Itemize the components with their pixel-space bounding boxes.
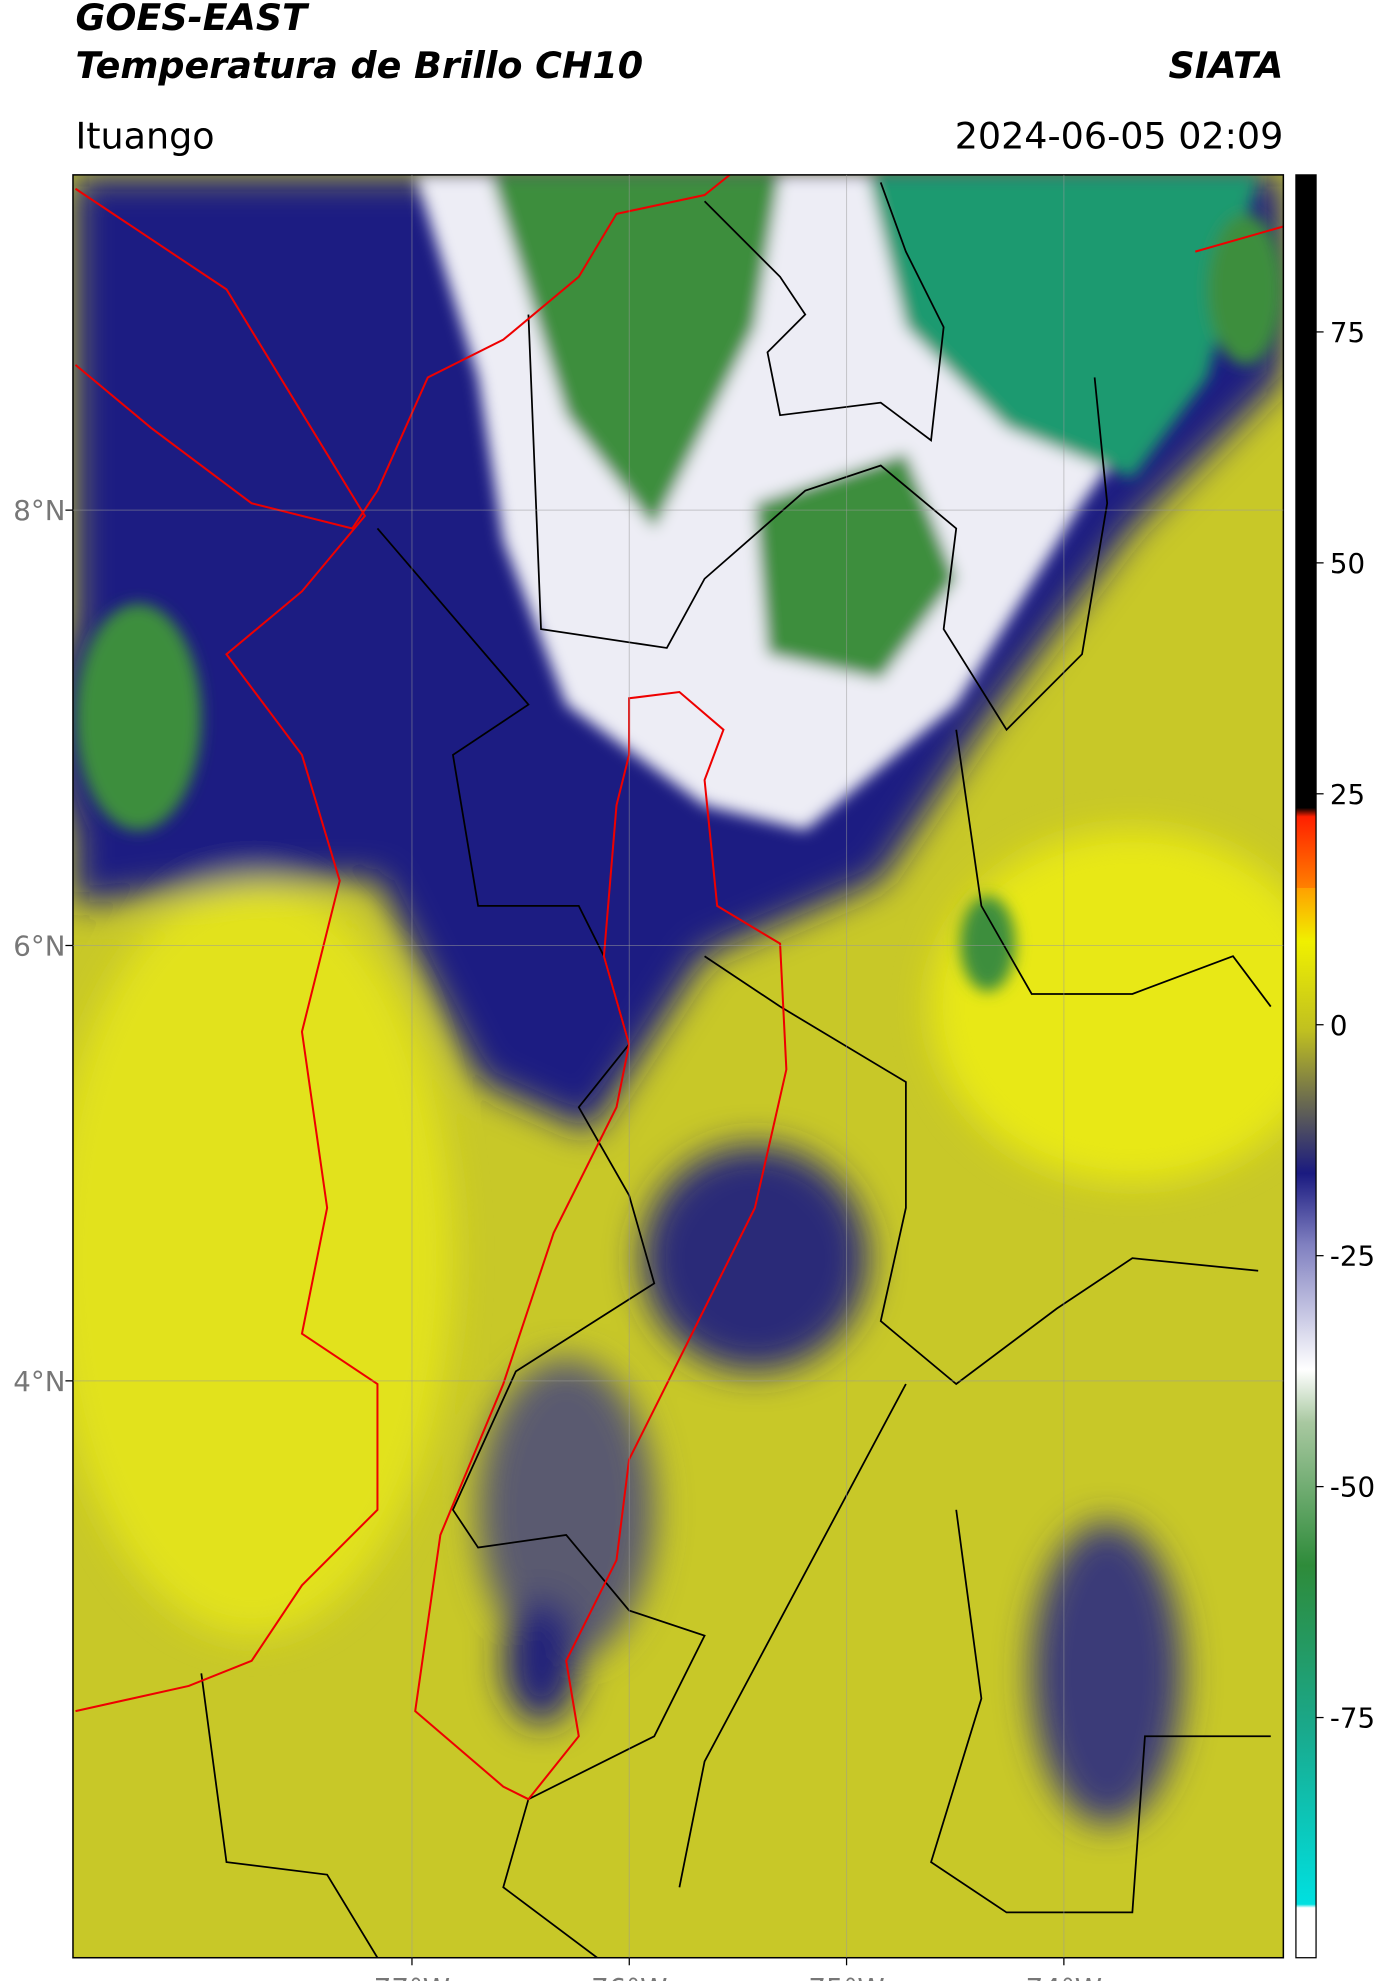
colorbar-tick-label: 0 bbox=[1330, 1009, 1348, 1042]
colorbar-tick-label: 50 bbox=[1330, 547, 1365, 580]
map-frame bbox=[72, 174, 1285, 1959]
satellite-image bbox=[72, 174, 1284, 1958]
colorbar-tick-label: -50 bbox=[1330, 1471, 1375, 1504]
datetime: 2024-06-05 02:09 bbox=[955, 114, 1284, 157]
colorbar bbox=[1295, 174, 1317, 1959]
location: Ituango bbox=[75, 114, 214, 157]
y-tick-label: 8°N bbox=[13, 494, 65, 527]
subtitle: Temperatura de Brillo CH10 bbox=[75, 44, 643, 87]
title: GOES-EAST bbox=[75, 0, 310, 39]
x-tick-label: 75°W bbox=[808, 1972, 884, 1981]
x-tick-label: 77°W bbox=[374, 1972, 450, 1981]
colorbar-tick-label: 25 bbox=[1330, 778, 1365, 811]
colorbar-tick-label: -25 bbox=[1330, 1240, 1375, 1273]
colorbar-tick-label: 75 bbox=[1330, 316, 1365, 349]
y-tick-label: 6°N bbox=[13, 930, 65, 963]
y-tick-label: 4°N bbox=[13, 1365, 65, 1398]
brand: SIATA bbox=[1169, 44, 1284, 87]
x-tick-label: 76°W bbox=[591, 1972, 667, 1981]
colorbar-tick-label: -75 bbox=[1330, 1702, 1375, 1735]
x-tick-label: 74°W bbox=[1026, 1972, 1102, 1981]
